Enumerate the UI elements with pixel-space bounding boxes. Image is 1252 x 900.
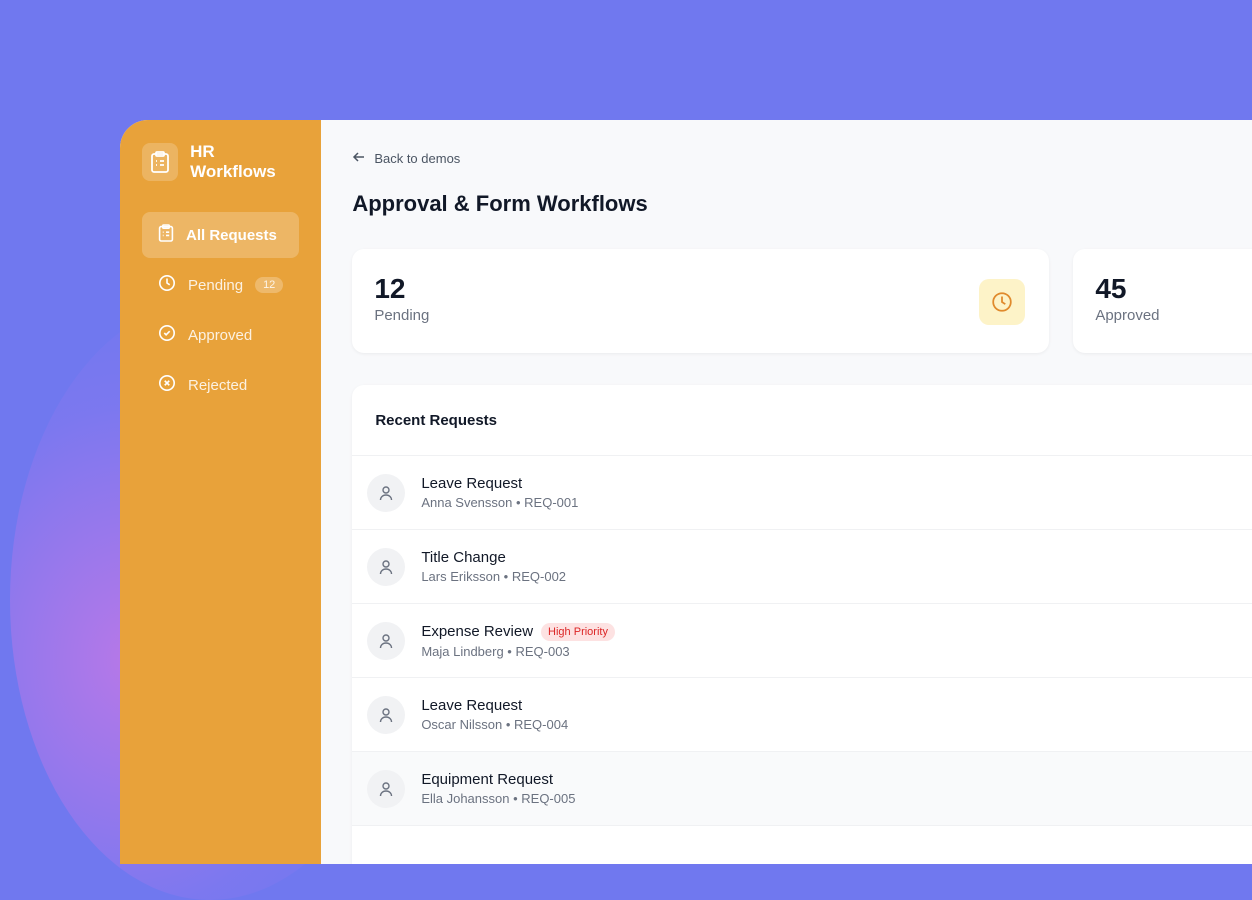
- stat-value: 45: [1095, 273, 1127, 304]
- sidebar: HR Workflows All Requests Pending 12 App…: [120, 120, 322, 864]
- stat-value: 12: [374, 273, 406, 304]
- sidebar-item-rejected[interactable]: Rejected: [142, 362, 299, 408]
- request-row[interactable]: Leave Request Oscar Nilsson • REQ-004: [352, 678, 1252, 752]
- sidebar-item-label: Pending: [188, 276, 244, 294]
- user-icon: [367, 621, 406, 660]
- arrow-left-icon: [352, 150, 366, 167]
- user-icon: [367, 473, 406, 512]
- request-subtitle: Oscar Nilsson • REQ-004: [421, 717, 569, 732]
- app-name: HR Workflows: [190, 142, 276, 181]
- request-subtitle: Anna Svensson • REQ-001: [421, 495, 579, 510]
- request-title: Expense Review: [421, 623, 534, 640]
- user-icon: [367, 547, 406, 586]
- stat-label: Approved: [1095, 307, 1160, 324]
- page-title: Approval & Form Workflows: [352, 191, 648, 216]
- clock-icon: [158, 274, 176, 296]
- request-subtitle: Lars Eriksson • REQ-002: [421, 569, 567, 584]
- request-row[interactable]: Leave Request Anna Svensson • REQ-001: [352, 456, 1252, 530]
- pending-count-badge: 12: [255, 277, 284, 293]
- high-priority-badge: High Priority: [541, 622, 615, 641]
- recent-requests-panel: Recent Requests Leave Request Anna Svens…: [352, 385, 1252, 864]
- request-subtitle: Ella Johansson • REQ-005: [421, 791, 576, 806]
- brand: HR Workflows: [142, 142, 299, 182]
- clipboard-icon: [158, 224, 174, 246]
- sidebar-item-label: Rejected: [188, 376, 248, 394]
- request-title: Leave Request: [421, 475, 523, 492]
- request-row[interactable]: Title Change Lars Eriksson • REQ-002: [352, 530, 1252, 604]
- clipboard-icon: [142, 143, 179, 181]
- request-title: Title Change: [421, 549, 506, 566]
- check-circle-icon: [158, 324, 176, 346]
- sidebar-item-all-requests[interactable]: All Requests: [142, 212, 300, 258]
- request-title: Equipment Request: [421, 771, 554, 788]
- sidebar-item-label: Approved: [188, 326, 253, 344]
- request-row[interactable]: Expense Review High Priority Maja Lindber…: [352, 604, 1252, 678]
- request-subtitle: Maja Lindberg • REQ-003: [421, 643, 570, 659]
- stats-row: 12 Pending 45 Approved: [352, 249, 1252, 353]
- user-icon: [367, 695, 406, 734]
- app-window: HR Workflows All Requests Pending 12 App…: [120, 120, 1252, 864]
- request-row[interactable]: Equipment Request Ella Johansson • REQ-0…: [352, 752, 1252, 826]
- stat-card-pending: 12 Pending: [352, 249, 1050, 353]
- sidebar-item-pending[interactable]: Pending 12: [142, 262, 299, 308]
- clock-icon: [979, 279, 1026, 325]
- back-label: Back to demos: [374, 151, 461, 166]
- stat-label: Pending: [374, 307, 430, 324]
- sidebar-item-approved[interactable]: Approved: [142, 312, 299, 358]
- x-circle-icon: [158, 374, 176, 396]
- stat-card-approved: 45 Approved: [1073, 249, 1252, 353]
- sidebar-item-label: All Requests: [186, 226, 277, 244]
- panel-title: Recent Requests: [352, 385, 1252, 456]
- back-link[interactable]: Back to demos: [352, 150, 1252, 167]
- main-content: Back to demos Approval & Form Workflows …: [321, 120, 1252, 864]
- request-title: Leave Request: [421, 697, 523, 714]
- user-icon: [367, 769, 406, 808]
